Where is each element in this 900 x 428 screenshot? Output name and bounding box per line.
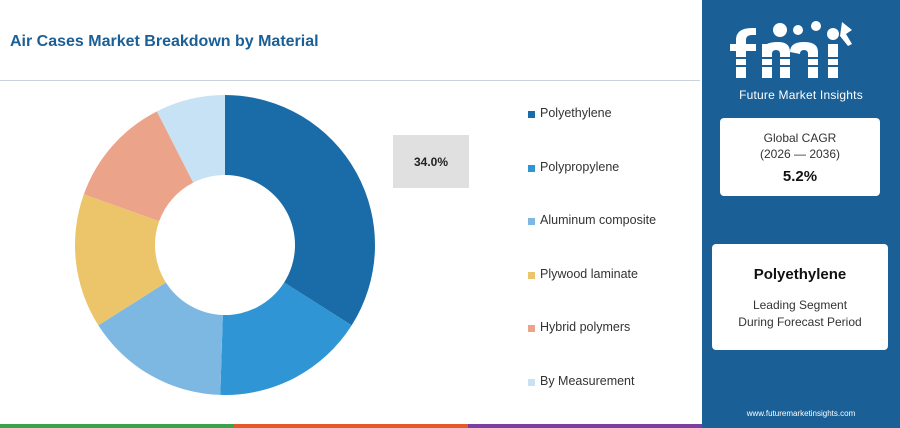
fmi-logo-icon [722,21,882,78]
leading-segment-card: Polyethylene Leading Segment During Fore… [712,244,888,350]
legend-item: Polyethylene [528,106,656,160]
chart-title: Air Cases Market Breakdown by Material [10,33,319,50]
legend-item: Polypropylene [528,160,656,214]
legend-item: Aluminum composite [528,213,656,267]
legend-label: Polyethylene [540,106,612,120]
fmi-logo: Future Market Insights [702,8,900,102]
donut-slice-by-measurement [156,95,225,183]
logo-text: Future Market Insights [739,88,863,102]
donut-chart [70,90,380,400]
legend-swatch [528,218,535,225]
chart-panel: Air Cases Market Breakdown by Material 3… [0,0,702,428]
legend-label: Plywood laminate [540,266,638,281]
chart-legend: Polyethylene Polypropylene Aluminum compos… [528,106,656,427]
legend-swatch [528,325,535,332]
footer-bar-segment [234,424,468,428]
legend-label: Polypropylene [540,159,620,174]
legend-label: Aluminum composite [540,213,657,227]
donut-slice-aluminum-composite [98,282,223,395]
legend-label: Hybrid polymers [540,320,631,334]
cagr-label-line1: Global CAGR [763,131,837,145]
legend-swatch [528,378,535,386]
leading-desc-line1: Leading Segment [752,298,848,312]
cagr-label: Global CAGR (2026 — 2036) [720,130,880,162]
highlight-callout: 34.0% [393,135,469,188]
cagr-label-line2: (2026 — 2036) [759,147,841,161]
donut-slice-hybrid-polymers [83,111,194,222]
legend-swatch [528,111,535,118]
website-link[interactable]: www.futuremarketinsights.com [746,409,856,418]
leading-desc-line2: During Forecast Period [738,315,862,329]
cagr-value: 5.2% [782,168,818,185]
footer-color-bar [0,424,702,428]
chart-header: Air Cases Market Breakdown by Material [0,0,700,81]
highlight-value: 34.0% [413,154,449,169]
donut-slice-plywood-laminate [74,194,166,326]
legend-swatch [528,271,535,279]
donut-slice-polyethylene [225,95,375,326]
legend-label: By Measurement [540,373,635,388]
leading-segment-name: Polyethylene [753,266,847,283]
legend-item: Plywood laminate [528,267,656,321]
donut-slice-polypropylene [220,282,352,395]
sidebar: Future Market Insights Global CAGR (2026… [702,0,900,428]
footer-bar-segment [0,424,234,428]
legend-item: By Measurement [528,374,656,428]
cagr-card: Global CAGR (2026 — 2036) 5.2% [720,118,880,196]
leading-segment-desc: Leading Segment During Forecast Period [712,297,888,331]
legend-swatch [528,164,535,172]
footer-bar-segment [468,424,702,428]
donut-svg [74,95,375,395]
legend-item: Hybrid polymers [528,320,656,374]
